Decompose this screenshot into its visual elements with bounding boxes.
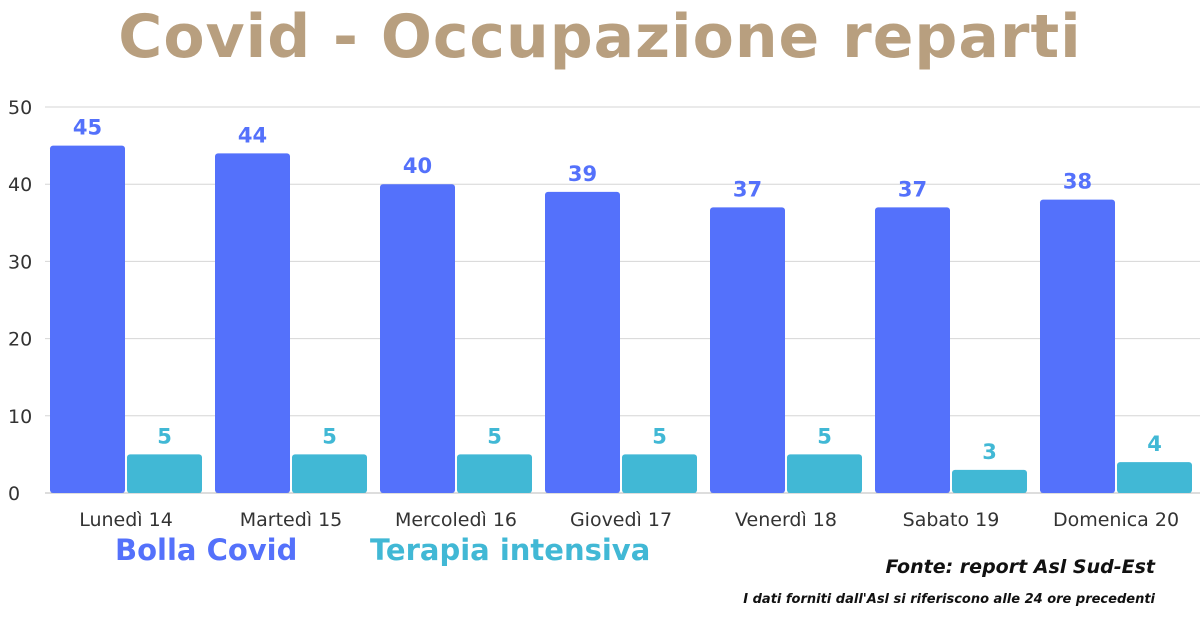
y-tick-label-40: 40 xyxy=(8,174,32,196)
bar-terapia-intensiva-3 xyxy=(622,454,697,493)
chart-title: Covid - Occupazione reparti xyxy=(118,2,1082,72)
bar-bolla-covid-2 xyxy=(380,184,455,493)
y-tick-label-50: 50 xyxy=(8,97,32,119)
x-tick-label-4: Venerdì 18 xyxy=(735,509,837,531)
data-label-bolla-covid-2: 40 xyxy=(403,154,432,178)
bar-terapia-intensiva-0 xyxy=(127,454,202,493)
bar-bolla-covid-6 xyxy=(1040,199,1115,493)
bar-terapia-intensiva-6 xyxy=(1117,462,1192,493)
y-tick-label-30: 30 xyxy=(8,251,32,273)
bar-bolla-covid-3 xyxy=(545,191,620,494)
data-label-bolla-covid-0: 45 xyxy=(73,116,102,140)
data-label-bolla-covid-4: 37 xyxy=(733,177,762,201)
data-label-terapia-intensiva-2: 5 xyxy=(487,424,502,448)
bar-terapia-intensiva-5 xyxy=(952,469,1027,493)
y-tick-label-20: 20 xyxy=(8,329,32,351)
data-label-terapia-intensiva-6: 4 xyxy=(1147,432,1162,456)
footnote: I dati forniti dall'Asl si riferiscono a… xyxy=(743,592,1155,607)
x-tick-label-2: Mercoledì 16 xyxy=(395,509,517,531)
x-tick-label-0: Lunedì 14 xyxy=(79,509,173,531)
data-label-bolla-covid-3: 39 xyxy=(568,162,597,186)
y-tick-label-0: 0 xyxy=(8,483,20,505)
data-label-terapia-intensiva-5: 3 xyxy=(982,440,997,464)
y-tick-label-10: 10 xyxy=(8,406,32,428)
data-label-terapia-intensiva-0: 5 xyxy=(157,424,172,448)
bar-terapia-intensiva-2 xyxy=(457,454,532,493)
bar-bolla-covid-1 xyxy=(215,153,290,493)
data-label-bolla-covid-5: 37 xyxy=(898,177,927,201)
x-tick-label-6: Domenica 20 xyxy=(1053,509,1179,531)
bar-bolla-covid-5 xyxy=(875,207,950,494)
bar-terapia-intensiva-1 xyxy=(292,454,367,493)
bar-bolla-covid-0 xyxy=(50,145,125,493)
source-note: Fonte: report Asl Sud-Est xyxy=(885,556,1155,578)
data-label-terapia-intensiva-1: 5 xyxy=(322,424,337,448)
data-label-terapia-intensiva-4: 5 xyxy=(817,424,832,448)
x-tick-label-1: Martedì 15 xyxy=(240,509,343,531)
bar-terapia-intensiva-4 xyxy=(787,454,862,493)
x-tick-label-3: Giovedì 17 xyxy=(570,509,672,531)
legend-terapia-intensiva: Terapia intensiva xyxy=(370,533,651,567)
data-label-bolla-covid-6: 38 xyxy=(1063,170,1092,194)
legend-bolla-covid: Bolla Covid xyxy=(115,533,298,567)
data-label-bolla-covid-1: 44 xyxy=(238,123,267,147)
data-label-terapia-intensiva-3: 5 xyxy=(652,424,667,448)
x-tick-label-5: Sabato 19 xyxy=(903,509,1000,531)
bar-bolla-covid-4 xyxy=(710,207,785,494)
